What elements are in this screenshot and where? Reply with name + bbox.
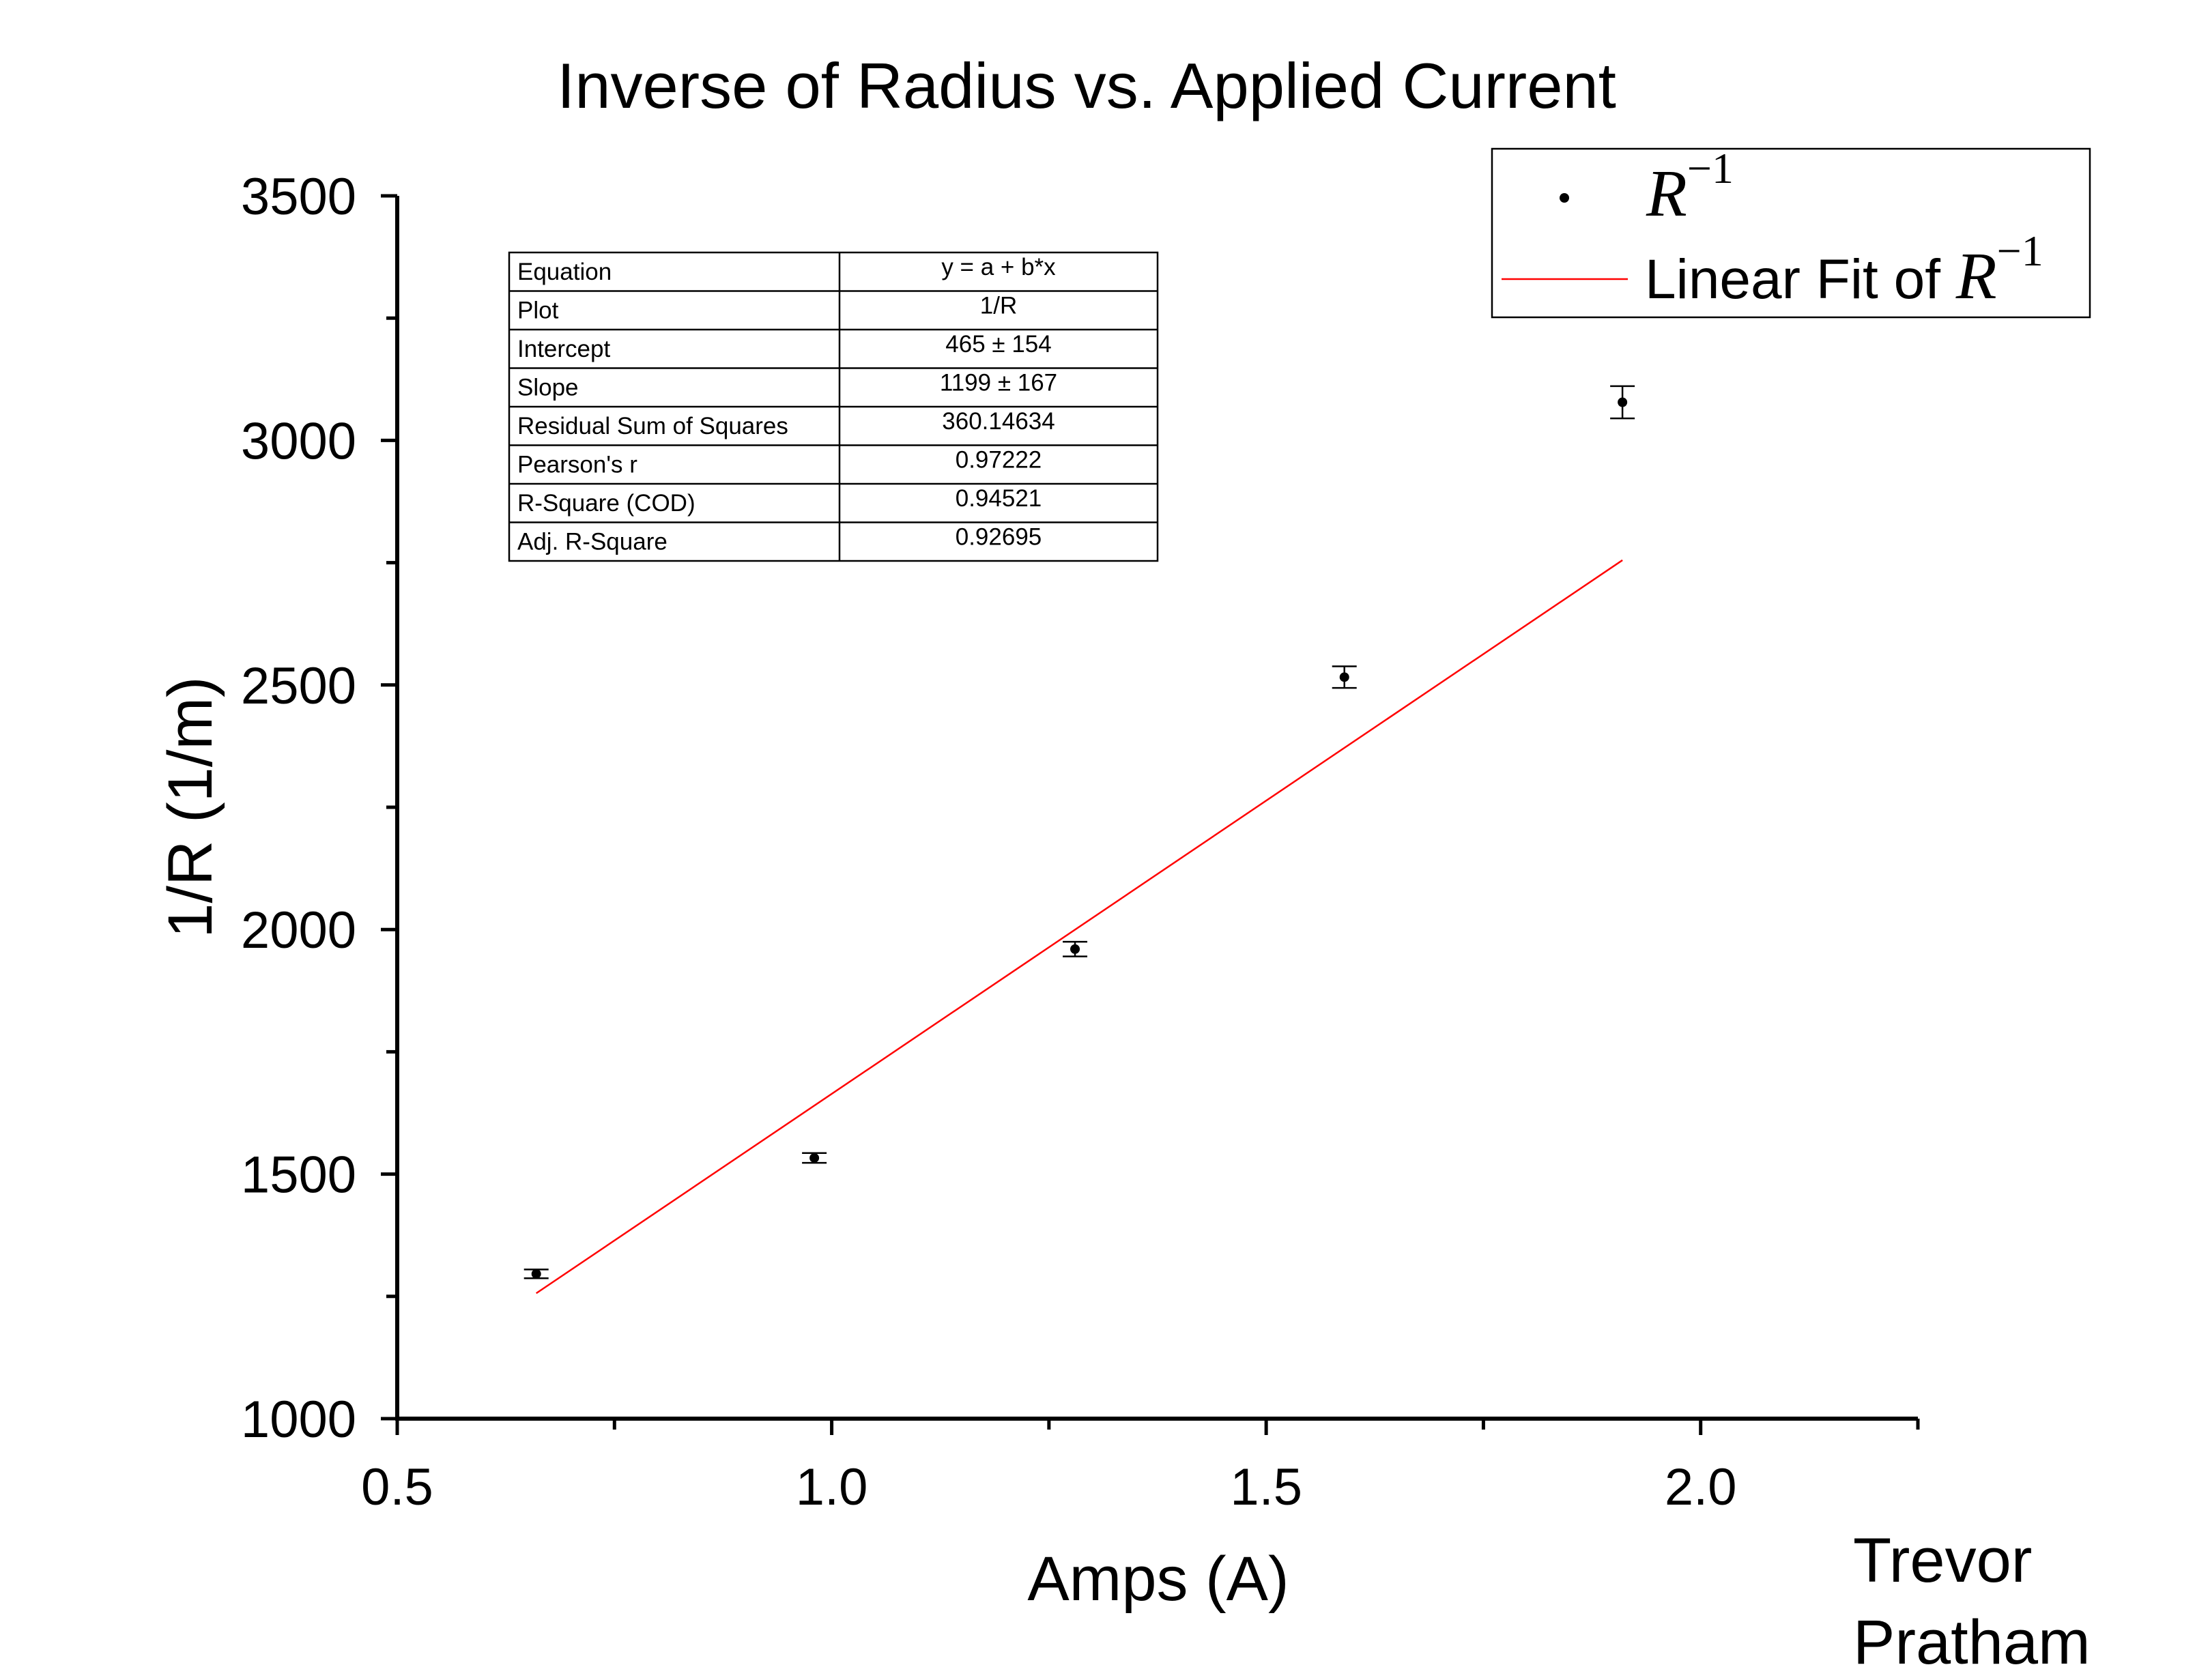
fit-table-value: 0.94521 — [956, 485, 1042, 512]
legend-point-symbol — [1560, 193, 1569, 203]
x-tick-label: 2.0 — [1665, 1458, 1737, 1516]
annotation-author-2: Pratham — [1853, 1608, 2091, 1677]
fit-line — [536, 559, 1623, 1294]
data-point — [802, 1152, 827, 1164]
y-tick-label: 1000 — [241, 1391, 356, 1449]
x-tick-label: 0.5 — [361, 1458, 433, 1516]
point-marker — [1070, 944, 1080, 954]
fit-table-value: 1199 ± 167 — [940, 370, 1057, 396]
x-tick-label: 1.5 — [1230, 1458, 1302, 1516]
point-marker — [531, 1269, 541, 1279]
fit-table-value: 0.97222 — [956, 447, 1042, 474]
legend-entry-points-math: R — [1646, 157, 1687, 231]
annotation-author-1: Trevor — [1853, 1526, 2032, 1595]
legend: R−1 Linear Fit of R−1 — [1491, 144, 2091, 319]
y-tick-label: 2000 — [241, 901, 356, 959]
data-point — [523, 1269, 549, 1279]
legend-entry-points: R−1 — [1646, 144, 1734, 231]
fit-table-value: 360.14634 — [942, 408, 1055, 435]
fit-table-value: 1/R — [980, 293, 1017, 319]
fit-table-label: Intercept — [517, 336, 610, 362]
fit-table: Equation y = a + b*x Plot 1/R Intercept 465 ±… — [508, 251, 1159, 562]
x-tick-label: 1.0 — [796, 1458, 868, 1516]
fit-table-label: Plot — [517, 298, 559, 324]
data-point — [1610, 385, 1635, 420]
point-marker — [1339, 672, 1349, 682]
fit-table-value: 0.92695 — [956, 524, 1042, 551]
x-axis-label: Amps (A) — [1027, 1544, 1289, 1614]
y-tick-label: 1500 — [241, 1146, 356, 1204]
data-point — [1332, 665, 1357, 689]
y-tick-label: 3500 — [241, 168, 356, 226]
legend-box — [1491, 147, 2091, 319]
legend-entry-fit-math: R — [1955, 240, 1997, 313]
point-marker — [809, 1153, 820, 1163]
legend-entry-fit-sup: −1 — [1997, 227, 2043, 275]
data-points — [523, 385, 1635, 1279]
y-axis-label: 1/R (1/m) — [156, 676, 225, 938]
legend-entry-points-sup: −1 — [1687, 144, 1734, 192]
y-tick-label: 2500 — [241, 657, 356, 715]
fit-table-label: Pearson's r — [517, 452, 637, 478]
y-tick-label: 3000 — [241, 412, 356, 470]
point-marker — [1618, 397, 1628, 407]
data-point — [1063, 940, 1088, 957]
fit-table-label: R-Square (COD) — [517, 490, 695, 517]
fit-table-label: Equation — [517, 259, 612, 285]
fit-table-label: Residual Sum of Squares — [517, 413, 788, 439]
ticks — [381, 194, 1920, 1435]
fit-table-label: Slope — [517, 375, 579, 401]
fit-table-label: Adj. R-Square — [517, 529, 668, 555]
fit-table-value: y = a + b*x — [941, 254, 1056, 280]
legend-entry-fit: Linear Fit of R−1 — [1645, 227, 2043, 313]
legend-entry-fit-text: Linear Fit of — [1645, 248, 1956, 310]
fit-table-value: 465 ± 154 — [945, 331, 1051, 358]
chart-title: Inverse of Radius vs. Applied Current — [557, 50, 1616, 121]
tick-labels: 0.5 1.0 1.5 2.0 1000 1500 2000 2500 3000 3500 — [241, 168, 1737, 1516]
